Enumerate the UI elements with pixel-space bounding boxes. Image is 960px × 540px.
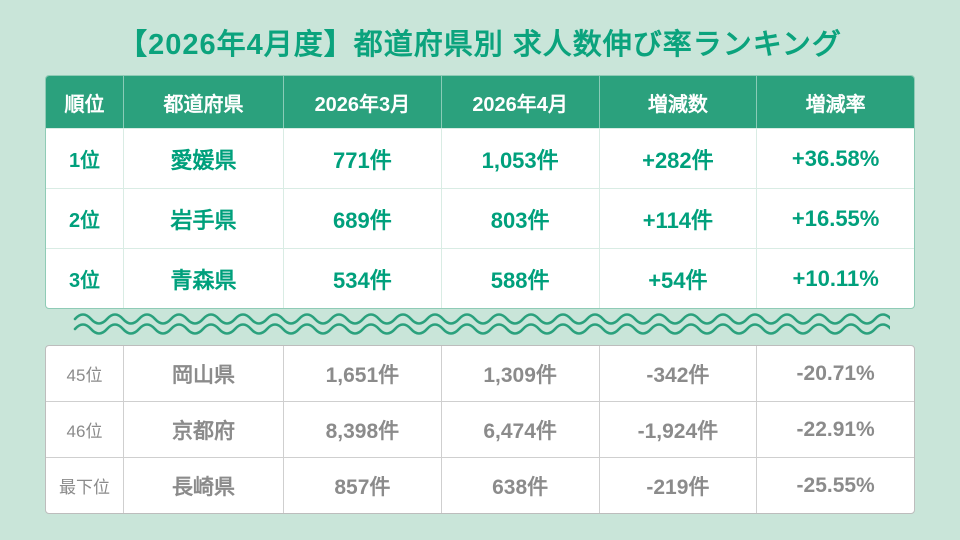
header-cell-diff: 増減数 [598, 76, 757, 128]
rank-cell: 45位 [66, 366, 103, 385]
april-count-cell: 638件 [440, 458, 599, 513]
prefecture-cell: 長崎県 [123, 458, 283, 513]
table-row: 46位 京都府 8,398件 6,474件 -1,924件 -22.91% [46, 401, 914, 457]
header-cell-rank: 順位 [64, 93, 105, 116]
diff-cell: +114件 [598, 189, 757, 248]
march-count-cell: 857件 [283, 458, 441, 513]
diff-cell: -1,924件 [598, 402, 757, 457]
diff-cell: -219件 [598, 458, 757, 513]
prefecture-cell: 愛媛県 [123, 129, 283, 188]
header-cell-rate: 増減率 [756, 76, 914, 128]
april-count-cell: 6,474件 [440, 402, 599, 457]
prefecture-cell: 岩手県 [123, 189, 283, 248]
table-header-row: 順位 都道府県 2026年3月 2026年4月 増減数 増減率 [46, 76, 914, 128]
prefecture-cell: 京都府 [123, 402, 283, 457]
table-row: 2位 岩手県 689件 803件 +114件 +16.55% [46, 188, 914, 248]
header-cell-april: 2026年4月 [440, 76, 599, 128]
rate-cell: -25.55% [756, 458, 914, 513]
march-count-cell: 1,651件 [283, 346, 441, 401]
rate-cell: +16.55% [756, 189, 914, 248]
rank-cell: 最下位 [59, 478, 110, 497]
table-row: 最下位 長崎県 857件 638件 -219件 -25.55% [46, 457, 914, 513]
diff-cell: -342件 [598, 346, 757, 401]
march-count-cell: 771件 [283, 129, 441, 188]
bottom-ranking-table: 45位 岡山県 1,651件 1,309件 -342件 -20.71% 46位 … [45, 345, 915, 514]
rank-cell: 2位 [68, 210, 101, 232]
diff-cell: +282件 [598, 129, 757, 188]
page-title: 【2026年4月度】都道府県別 求人数伸び率ランキング [118, 29, 842, 61]
april-count-cell: 588件 [440, 249, 599, 308]
march-count-cell: 8,398件 [283, 402, 441, 457]
april-count-cell: 1,309件 [440, 346, 599, 401]
table-row: 1位 愛媛県 771件 1,053件 +282件 +36.58% [46, 128, 914, 188]
prefecture-cell: 青森県 [123, 249, 283, 308]
table-row: 45位 岡山県 1,651件 1,309件 -342件 -20.71% [46, 346, 914, 401]
rank-cell: 46位 [66, 422, 103, 441]
header-cell-march: 2026年3月 [283, 76, 441, 128]
rank-cell: 3位 [68, 270, 101, 292]
rank-cell: 1位 [68, 150, 101, 172]
prefecture-cell: 岡山県 [123, 346, 283, 401]
table-row: 3位 青森県 534件 588件 +54件 +10.11% [46, 248, 914, 308]
april-count-cell: 1,053件 [440, 129, 599, 188]
rate-cell: -20.71% [756, 346, 914, 401]
top-ranking-table: 順位 都道府県 2026年3月 2026年4月 増減数 増減率 1位 愛媛県 7… [45, 75, 915, 309]
april-count-cell: 803件 [440, 189, 599, 248]
rate-cell: +36.58% [756, 129, 914, 188]
header-cell-prefecture: 都道府県 [123, 76, 283, 128]
rate-cell: +10.11% [756, 249, 914, 308]
wavy-divider [73, 313, 890, 335]
march-count-cell: 689件 [283, 189, 441, 248]
diff-cell: +54件 [598, 249, 757, 308]
rate-cell: -22.91% [756, 402, 914, 457]
march-count-cell: 534件 [283, 249, 441, 308]
